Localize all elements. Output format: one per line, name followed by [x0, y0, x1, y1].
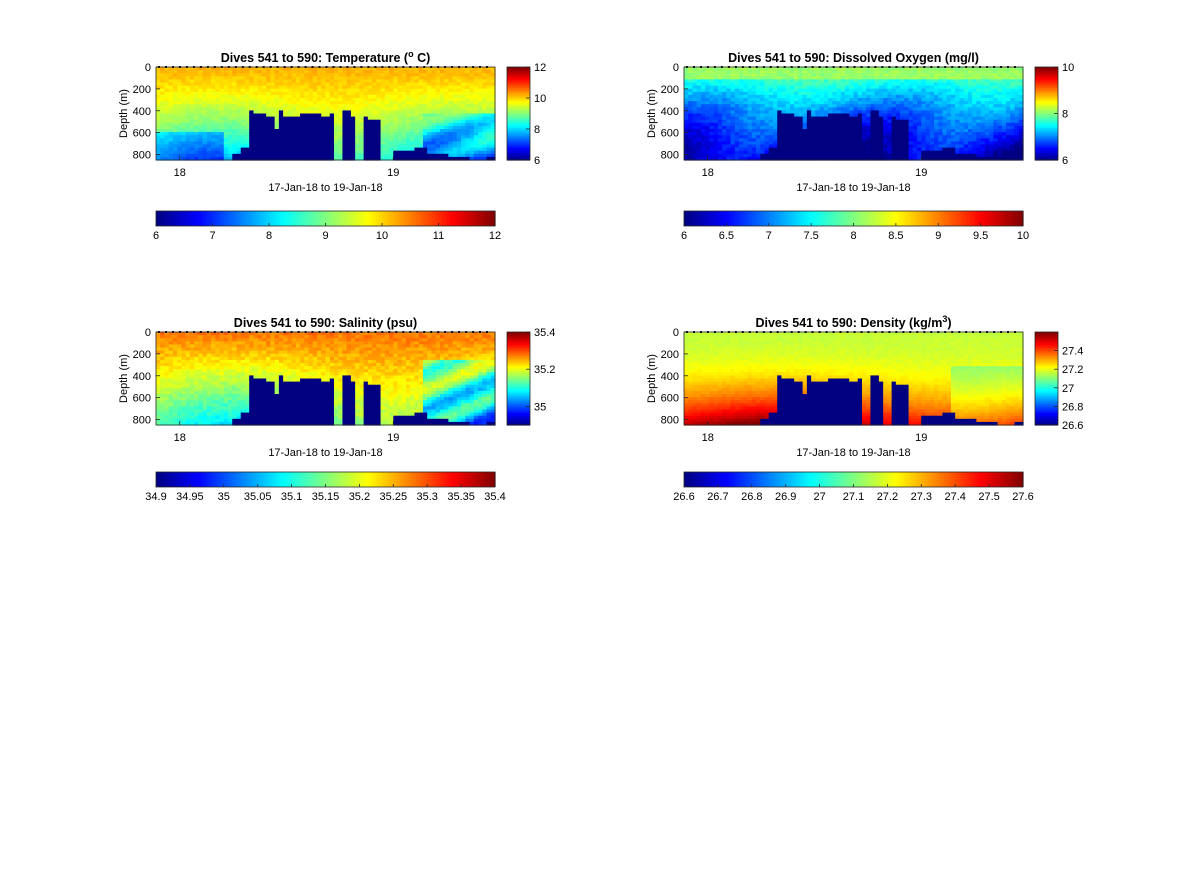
x-tick-label: 19 — [387, 167, 399, 179]
y-tick-label: 600 — [133, 128, 151, 140]
colorbar-tick-label: 12 — [489, 230, 501, 242]
colorbar-tick-label: 7 — [209, 230, 215, 242]
temperature-vertical-colorbar: 6 8 10 12 — [507, 62, 546, 167]
oxygen-heatmap — [684, 67, 1024, 161]
colorbar-tick-label: 9 — [322, 230, 328, 242]
x-axis-label: 17-Jan-18 to 19-Jan-18 — [268, 182, 382, 194]
temperature-panel: 0 200 400 600 800 18 19 17-Jan-18 to 19-Jan-18 D… — [118, 49, 546, 242]
colorbar-tick-label: 12 — [534, 62, 546, 74]
y-tick-label: 400 — [133, 106, 151, 118]
y-tick-label: 0 — [145, 62, 151, 74]
colorbar-tick-label: 10 — [376, 230, 388, 242]
colorbar-tick-label: 8 — [266, 230, 272, 242]
y-tick-label: 200 — [133, 84, 151, 96]
colorbar-tick-label: 10 — [534, 93, 546, 105]
colorbar-tick-label: 11 — [433, 230, 444, 242]
y-tick-label: 800 — [133, 150, 151, 162]
colorbar-tick-label: 6 — [153, 230, 159, 242]
chart-title: Dives 541 to 590: Temperature (o C) — [221, 49, 431, 65]
temperature-horizontal-colorbar: 6 7 8 9 10 11 12 — [153, 211, 501, 242]
colorbar-tick-label: 6 — [534, 155, 540, 167]
colorbar-tick-label: 8 — [534, 124, 540, 136]
x-tick-label: 18 — [174, 167, 186, 179]
y-axis-label: Depth (m) — [118, 89, 130, 138]
temperature-heatmap — [156, 67, 496, 161]
